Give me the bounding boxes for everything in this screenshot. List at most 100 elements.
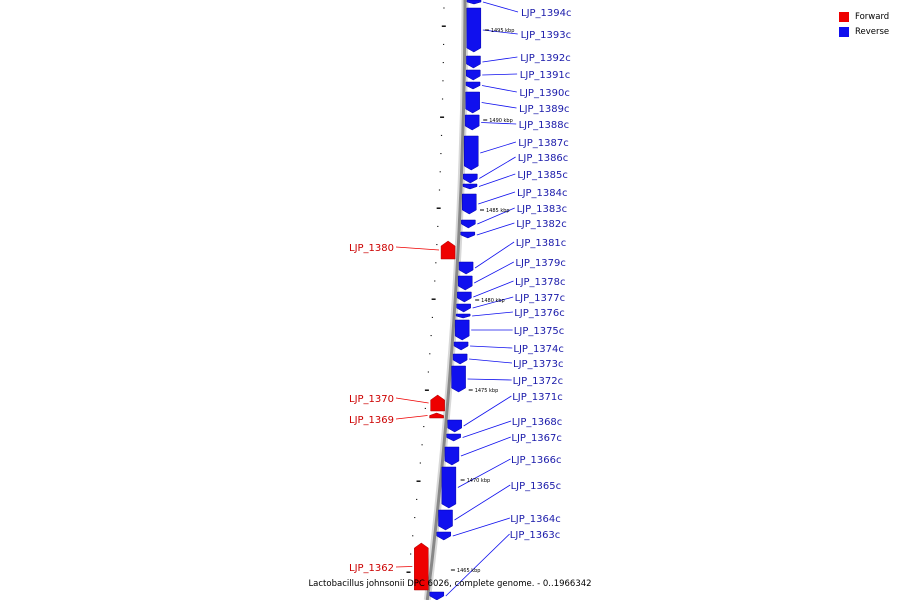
gene-leader-line [474, 241, 515, 269]
reverse-gene [455, 313, 471, 319]
gene-label-reverse: LJP_1378c [515, 277, 566, 288]
gene-leader-line [395, 566, 413, 568]
gene-label-forward: LJP_1362 [349, 563, 394, 574]
gene-label-reverse: LJP_1384c [517, 188, 568, 199]
gene-label-reverse: LJP_1391c [520, 70, 571, 81]
kbp-label: 1465 kbp [457, 568, 481, 574]
forward-swatch [839, 11, 849, 22]
gene-leader-line [395, 246, 440, 251]
reverse-gene [466, 0, 482, 5]
gene-label-forward: LJP_1370 [349, 394, 394, 405]
forward-gene [430, 394, 445, 412]
gene-label-reverse: LJP_1383c [517, 204, 568, 215]
gene-label-reverse: LJP_1390c [519, 88, 570, 99]
gene-label-reverse: LJP_1382c [516, 219, 567, 230]
reverse-gene [444, 446, 460, 466]
reverse-gene [436, 531, 452, 541]
gene-label-reverse: LJP_1388c [519, 120, 570, 131]
gene-label-reverse: LJP_1368c [512, 417, 563, 428]
gene-leader-line [481, 122, 517, 125]
gene-leader-line [472, 296, 514, 309]
forward-gene [414, 542, 429, 591]
gene-leader-line [478, 191, 516, 205]
gene-label-reverse: LJP_1379c [515, 258, 566, 269]
reverse-gene [463, 173, 478, 184]
map-caption: Lactobacillus johnsonii DPC 6026, comple… [308, 579, 592, 589]
gene-label-reverse: LJP_1365c [511, 481, 561, 492]
forward-gene [440, 240, 456, 260]
gene-label-reverse: LJP_1366c [511, 455, 562, 466]
reverse-gene [457, 291, 472, 303]
kbp-label: 1485 kbp [486, 208, 510, 214]
reverse-gene [460, 231, 476, 239]
reverse-gene [466, 7, 482, 53]
gene-label-forward: LJP_1369 [349, 415, 394, 426]
gene-leader-line [452, 517, 511, 537]
gene-leader-line [477, 207, 515, 225]
reverse-gene [453, 341, 469, 351]
gene-label-reverse: LJP_1375c [514, 326, 565, 337]
gene-label-reverse: LJP_1392c [520, 53, 571, 64]
reverse-gene [461, 219, 476, 229]
gene-label-reverse: LJP_1377c [515, 293, 566, 304]
kbp-label: 1490 kbp [489, 118, 513, 124]
gene-label-reverse: LJP_1389c [519, 104, 570, 115]
reverse-gene [465, 69, 481, 81]
gene-leader-line [482, 56, 518, 63]
gene-label-reverse: LJP_1367c [511, 433, 562, 444]
gene-label-reverse: LJP_1364c [510, 514, 561, 525]
gene-leader-line [480, 141, 517, 154]
reverse-gene [452, 353, 468, 365]
legend-forward-label: Forward [855, 11, 890, 22]
gene-label-reverse: LJP_1363c [510, 530, 561, 541]
backbone [425, 0, 467, 600]
forward-gene [429, 412, 444, 419]
reverse-gene [464, 114, 480, 131]
reverse-gene [463, 135, 479, 171]
gene-leader-line [460, 436, 511, 457]
reverse-gene [458, 261, 474, 275]
gene-leader-line [481, 85, 517, 93]
reverse-gene [447, 419, 462, 433]
gene-label-reverse: LJP_1393c [521, 30, 572, 41]
gene-label-reverse: LJP_1374c [513, 344, 564, 355]
kbp-label: 1475 kbp [475, 388, 499, 394]
gene-label-reverse: LJP_1373c [513, 359, 564, 370]
gene-label-reverse: LJP_1372c [513, 376, 564, 387]
reverse-gene [465, 81, 481, 90]
reverse-gene [441, 466, 457, 509]
reverse-gene [456, 303, 471, 313]
reverse-gene [462, 193, 477, 215]
legend-reverse-label: Reverse [855, 26, 890, 37]
gene-leader-line [482, 1, 519, 13]
gene-leader-line [473, 280, 514, 298]
gene-leader-line [476, 222, 515, 236]
gene-leader-line [482, 73, 518, 76]
gene-leader-line [482, 29, 518, 35]
reverse-gene [466, 55, 481, 69]
gene-leader-line [467, 378, 512, 381]
gene-leader-line [478, 173, 516, 187]
gene-label-forward: LJP_1380 [349, 243, 394, 254]
gene-label-reverse: LJP_1371c [512, 392, 563, 403]
gene-label-reverse: LJP_1385c [517, 170, 568, 181]
gene-leader-line [395, 415, 428, 420]
reverse-gene [462, 183, 478, 190]
legend: Forward Reverse [839, 9, 889, 39]
reverse-gene [465, 91, 480, 114]
gene-leader-line [454, 484, 511, 521]
gene-leader-line [474, 261, 514, 284]
gene-label-reverse: LJP_1386c [518, 153, 569, 164]
gene-label-reverse: LJP_1387c [518, 138, 569, 149]
gene-leader-line [469, 358, 513, 364]
gene-leader-line [457, 458, 511, 488]
legend-forward: Forward [839, 9, 889, 24]
reverse-gene [457, 275, 473, 291]
kbp-label: 1480 kbp [481, 298, 505, 304]
reverse-gene [429, 591, 445, 600]
gene-label-reverse: LJP_1376c [514, 308, 565, 319]
gene-leader-line [463, 395, 512, 427]
gene-label-reverse: LJP_1381c [516, 238, 567, 249]
legend-reverse: Reverse [839, 24, 889, 39]
